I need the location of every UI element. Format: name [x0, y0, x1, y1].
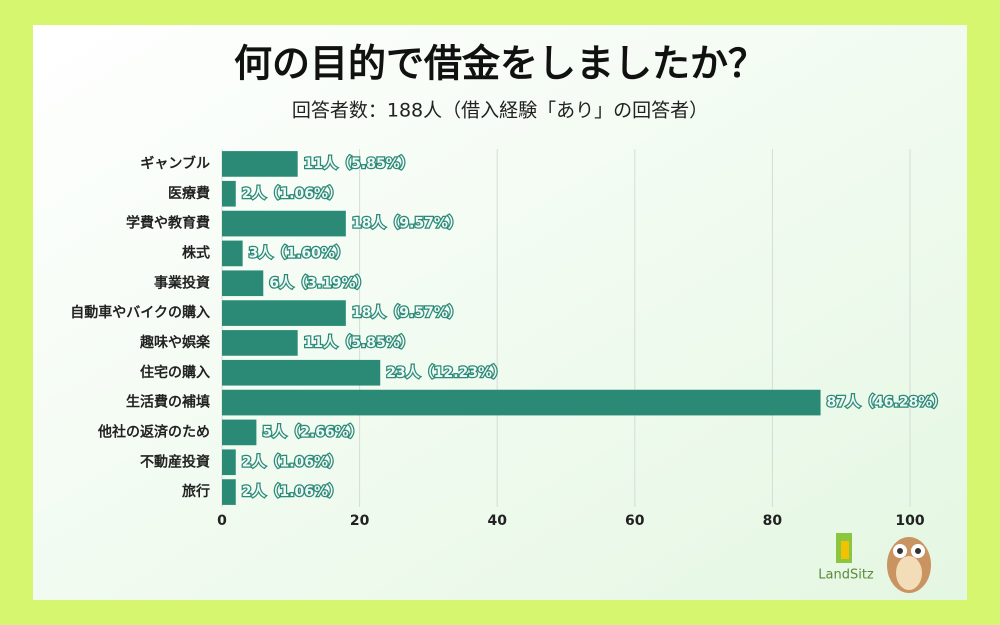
x-tick-label: 0 — [217, 513, 227, 529]
x-tick-label: 40 — [487, 513, 507, 529]
value-label: 23人（12.23%） — [386, 364, 506, 381]
panel — [33, 25, 967, 600]
y-tick-label: 事業投資 — [154, 274, 210, 291]
value-label: 18人（9.57%） — [352, 304, 462, 321]
chart-subtitle: 回答者数：188人（借入経験「あり」の回答者） — [292, 100, 708, 122]
logo-text: LandSitz — [818, 568, 874, 583]
value-label: 11人（5.85%） — [304, 334, 414, 351]
y-tick-label: 住宅の購入 — [140, 364, 210, 381]
x-tick-label: 60 — [625, 513, 645, 529]
value-label: 2人（1.06%） — [242, 483, 342, 500]
bar — [222, 330, 298, 356]
y-tick-label: 株式 — [182, 244, 210, 261]
chart-title: 何の目的で借金をしましたか？ — [234, 42, 766, 86]
y-tick-label: 不動産投資 — [140, 453, 210, 470]
value-label: 87人（46.28%） — [827, 394, 947, 411]
value-label: 5人（2.66%） — [262, 423, 362, 440]
x-tick-label: 100 — [895, 513, 924, 529]
value-label: 6人（3.19%） — [269, 274, 369, 291]
bar — [222, 419, 257, 446]
value-label: 3人（1.60%） — [249, 244, 349, 261]
bar — [222, 359, 381, 386]
y-tick-label: ギャンブル — [140, 155, 210, 172]
logo: LandSitz — [818, 533, 931, 593]
value-label: 18人（9.57%） — [352, 215, 462, 232]
y-tick-label: 生活費の補填 — [126, 394, 210, 411]
value-label: 11人（5.85%） — [304, 155, 414, 172]
bar — [222, 180, 236, 207]
logo-mark — [841, 541, 849, 559]
owl — [915, 548, 921, 554]
y-tick-label: 旅行 — [182, 483, 210, 500]
y-tick-label: 自動車やバイクの購入 — [70, 304, 210, 321]
bar — [222, 151, 298, 177]
bar — [222, 479, 236, 505]
owl — [897, 548, 903, 554]
y-tick-label: 他社の返済のため — [97, 423, 210, 440]
bar — [222, 270, 264, 297]
bar — [222, 449, 236, 476]
y-tick-label: 趣味や娯楽 — [139, 334, 211, 351]
value-label: 2人（1.06%） — [242, 185, 342, 202]
x-tick-label: 80 — [763, 513, 783, 529]
x-tick-label: 20 — [350, 513, 370, 529]
y-tick-label: 学費や教育費 — [126, 215, 210, 232]
owl — [896, 556, 922, 590]
bar — [222, 210, 346, 237]
bar — [222, 389, 821, 416]
y-tick-label: 医療費 — [168, 185, 210, 202]
bar — [222, 240, 243, 267]
value-label: 2人（1.06%） — [242, 453, 342, 470]
bar — [222, 300, 346, 326]
